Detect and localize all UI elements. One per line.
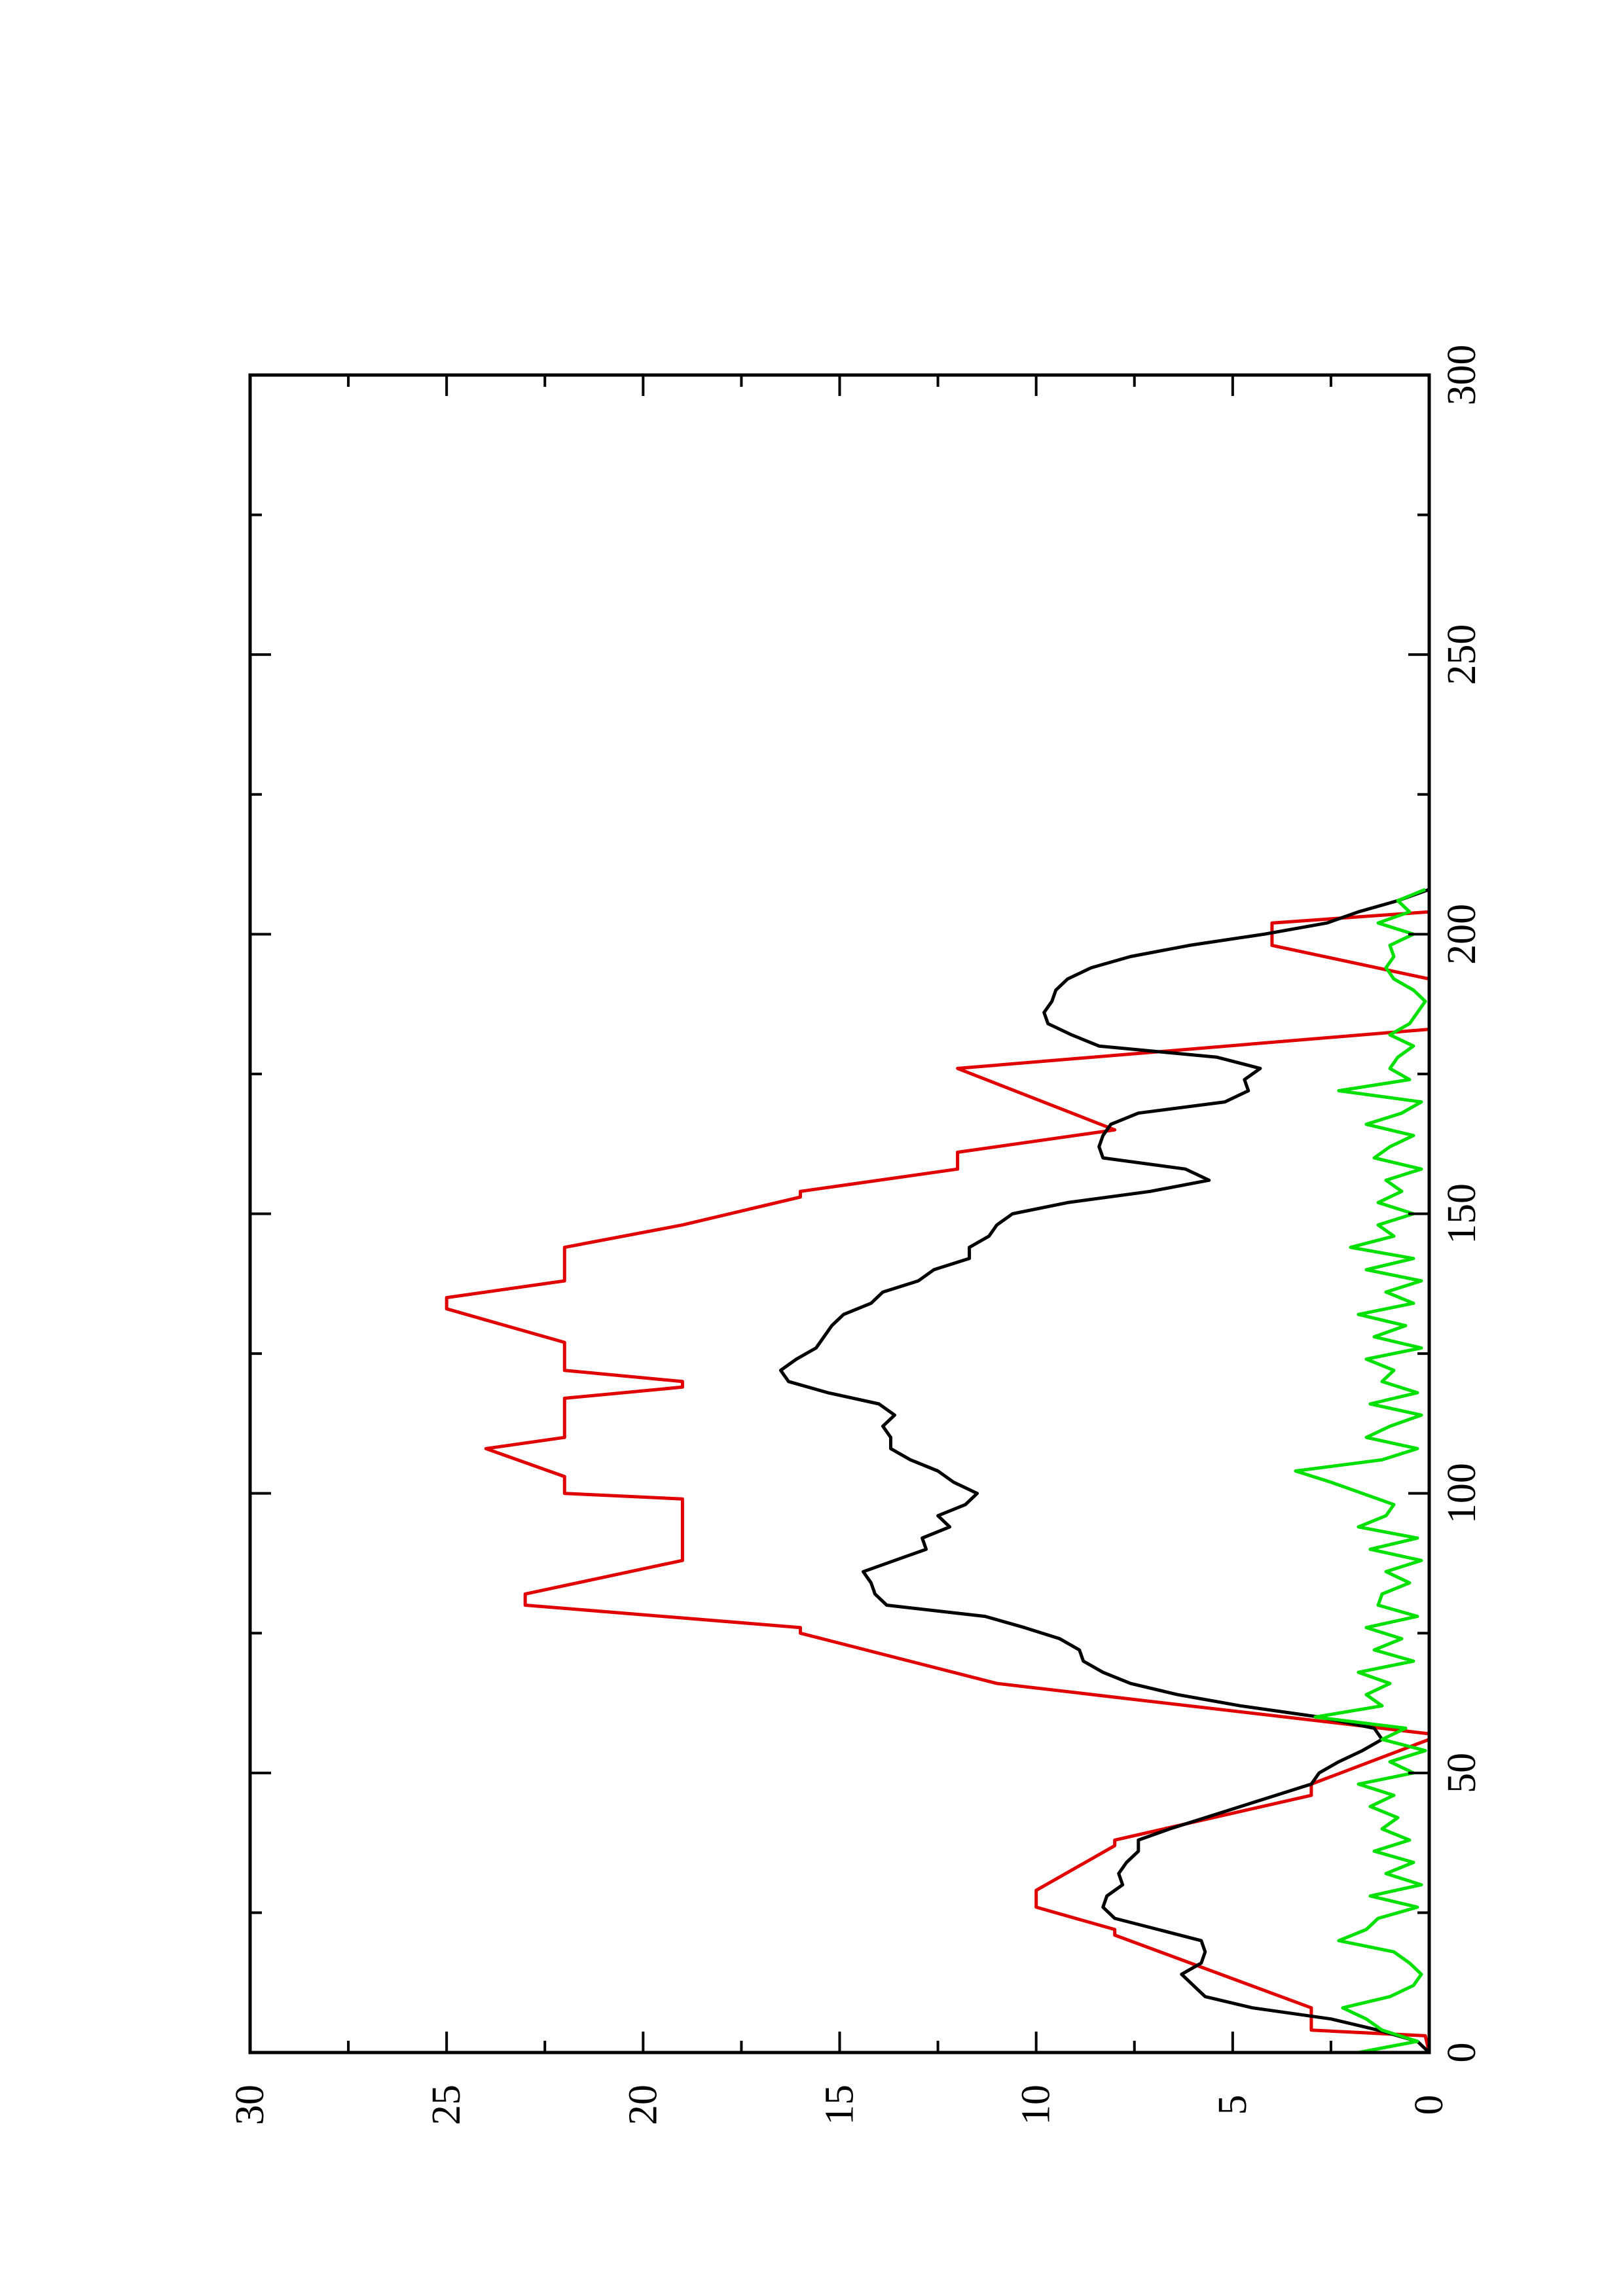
axes-layer: 0 50 100 150 200 250 300 0 5 10 15 20 25 30	[228, 345, 1484, 2126]
x-tick-label: 200	[1440, 904, 1484, 965]
series-line-1	[445, 850, 1431, 2053]
x-tick-label: 50	[1440, 1753, 1484, 1793]
y-tick-label: 30	[228, 2085, 272, 2125]
y-tick-label: 25	[424, 2085, 469, 2125]
series-line-2	[778, 888, 1431, 2054]
x-tick-label: 300	[1440, 345, 1484, 406]
series-line-3	[1294, 888, 1427, 2054]
x-tick-label: 100	[1440, 1463, 1484, 1524]
x-tick-label: 0	[1440, 2043, 1484, 2063]
x-tick-label: 150	[1440, 1183, 1484, 1244]
y-tick-label: 20	[621, 2085, 665, 2125]
y-tick-label: 10	[1014, 2085, 1059, 2125]
y-tick-label: 0	[1407, 2095, 1451, 2115]
x-tick-label: 250	[1440, 624, 1484, 685]
y-tick-label: 5	[1211, 2095, 1255, 2115]
y-tick-label: 15	[818, 2085, 862, 2125]
series-layer	[445, 850, 1431, 2054]
